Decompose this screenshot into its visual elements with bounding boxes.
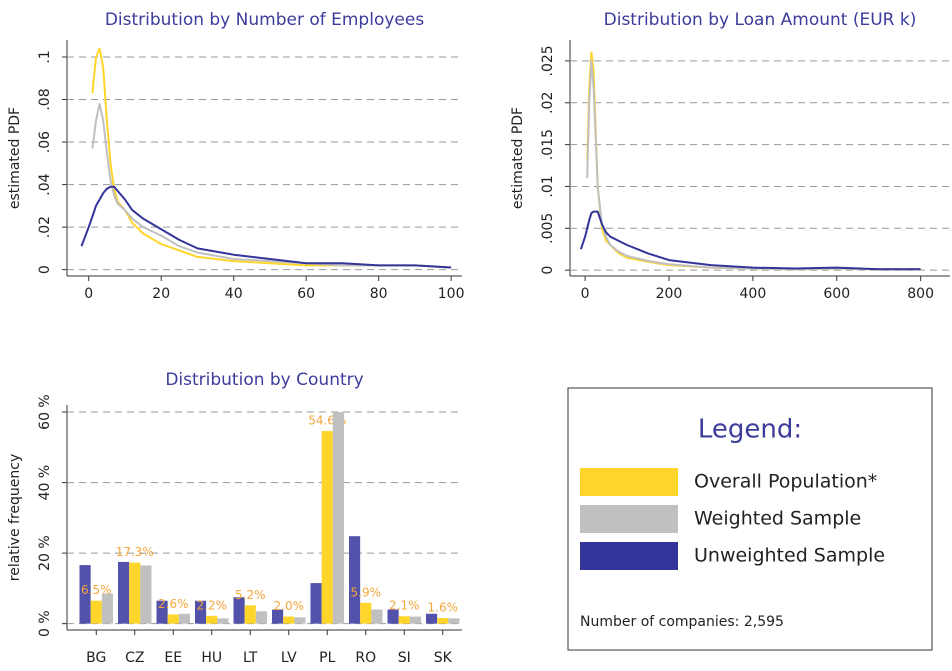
value-label: 2.0%: [274, 599, 305, 613]
value-label: 2.2%: [197, 598, 228, 612]
x-tick-label: SI: [398, 650, 411, 666]
bar: [255, 611, 267, 624]
y-tick-label: .005: [540, 213, 556, 244]
bar: [195, 600, 207, 624]
bar: [79, 565, 91, 624]
bar: [118, 561, 130, 624]
bar: [321, 431, 333, 624]
value-label: 5.9%: [351, 585, 382, 599]
bar: [371, 609, 383, 624]
bar: [129, 562, 141, 624]
x-tick-label: CZ: [125, 650, 144, 666]
y-tick-label: .025: [540, 45, 556, 76]
x-tick-label: 0: [581, 286, 590, 302]
bar: [156, 600, 168, 624]
legend-swatch: [580, 468, 678, 496]
bar: [332, 412, 344, 624]
y-tick-label: 0: [540, 266, 556, 275]
series-line: [586, 51, 921, 271]
y-tick-label: 60 %: [37, 394, 53, 430]
y-tick-label: 0: [37, 265, 53, 274]
bar: [217, 618, 229, 624]
bar: [310, 583, 322, 624]
x-tick-label: 20: [152, 286, 170, 302]
x-tick-label: PL: [319, 650, 335, 666]
y-tick-label: .02: [540, 92, 556, 114]
x-tick-label: 100: [438, 286, 465, 302]
legend-note: Number of companies: 2,595: [580, 614, 784, 630]
x-tick-label: EE: [164, 650, 182, 666]
legend-entry: Overall Population*: [694, 471, 877, 493]
bar: [398, 616, 410, 624]
x-tick-label: 0: [84, 286, 93, 302]
bar: [206, 615, 218, 624]
legend-title: Legend:: [698, 415, 802, 445]
y-tick-label: .015: [540, 129, 556, 160]
y-tick-label: 20 %: [37, 535, 53, 571]
series-line: [586, 59, 921, 271]
x-tick-label: LV: [281, 650, 297, 666]
x-tick-label: 600: [823, 286, 850, 302]
x-tick-label: RO: [355, 650, 376, 666]
y-tick-label: .02: [37, 216, 53, 238]
bar: [448, 618, 460, 624]
bar: [178, 613, 190, 624]
y-tick-label: .01: [540, 175, 556, 197]
value-label: 17.3%: [116, 545, 154, 559]
x-tick-label: SK: [434, 650, 453, 666]
x-tick-label: LT: [243, 650, 258, 666]
chart-title: Distribution by Loan Amount (EUR k): [604, 10, 917, 30]
series-line: [91, 102, 452, 269]
bar: [233, 597, 245, 624]
bar: [426, 613, 438, 624]
value-label: 2.6%: [158, 597, 189, 611]
legend-swatch: [580, 505, 678, 533]
legend-box: [567, 387, 933, 651]
series-line: [579, 210, 921, 271]
legend-entry: Weighted Sample: [694, 508, 861, 530]
y-axis-label: estimated PDF: [7, 107, 23, 209]
chart-title: Distribution by Number of Employees: [105, 10, 425, 30]
bar: [409, 616, 421, 624]
bar: [167, 614, 179, 624]
x-tick-label: 200: [656, 286, 683, 302]
bar: [294, 617, 306, 624]
bar: [140, 565, 152, 624]
bar: [101, 593, 113, 624]
y-tick-label: 40 %: [37, 465, 53, 501]
series-line: [80, 185, 452, 269]
y-tick-label: 0 %: [37, 610, 53, 637]
value-label: 1.6%: [428, 601, 459, 615]
x-tick-label: HU: [201, 650, 222, 666]
y-tick-label: .06: [37, 131, 53, 153]
x-tick-label: 40: [225, 286, 243, 302]
bar: [90, 600, 102, 624]
y-axis-label: relative frequency: [7, 454, 23, 581]
legend-entry: Unweighted Sample: [694, 545, 885, 567]
y-tick-label: .08: [37, 88, 53, 110]
bar: [272, 609, 284, 624]
bar: [244, 605, 256, 624]
bar: [349, 536, 361, 624]
x-tick-label: BG: [86, 650, 106, 666]
x-tick-label: 80: [370, 286, 388, 302]
x-tick-label: 400: [740, 286, 767, 302]
legend-swatch: [580, 542, 678, 570]
bar: [283, 616, 295, 624]
x-tick-label: 60: [297, 286, 315, 302]
y-tick-label: .04: [37, 173, 53, 195]
y-axis-label: estimated PDF: [510, 107, 526, 209]
series-line: [91, 47, 452, 269]
chart-title: Distribution by Country: [165, 370, 363, 390]
bar: [437, 618, 449, 624]
y-tick-label: .1: [37, 50, 53, 63]
bar: [387, 609, 399, 624]
x-tick-label: 800: [907, 286, 934, 302]
value-label: 2.1%: [389, 599, 420, 613]
value-label: 5.2%: [235, 588, 266, 602]
bar: [360, 602, 372, 624]
